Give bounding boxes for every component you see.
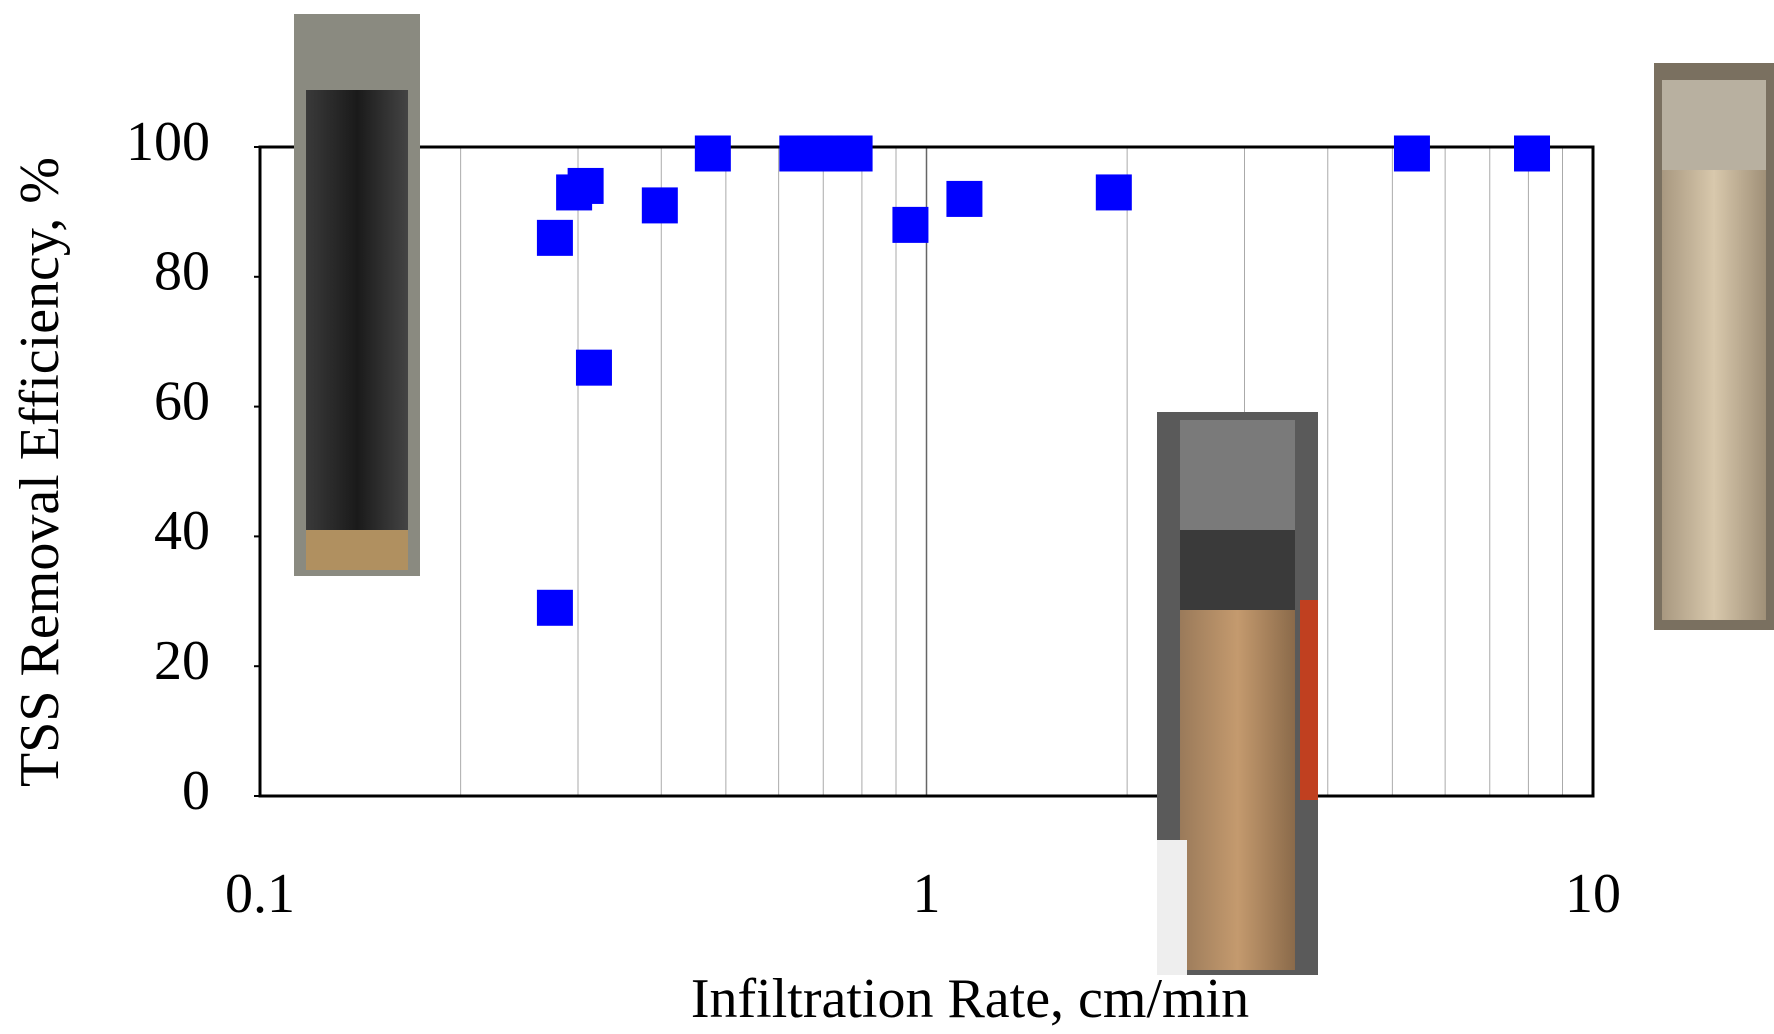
- y-axis-title: TSS Removal Efficiency, %: [9, 157, 71, 787]
- y-tick-label: 100: [126, 111, 210, 173]
- data-point: [641, 187, 678, 224]
- data-point: [1514, 135, 1551, 172]
- y-tick-label: 0: [182, 760, 210, 822]
- x-tick-label: 1: [913, 863, 941, 925]
- photo-column-2: [1157, 412, 1318, 975]
- x-tick-label: 0.1: [225, 863, 295, 925]
- data-point: [567, 167, 604, 204]
- photo-column-3: [1654, 63, 1774, 630]
- plot-frame: [258, 145, 1595, 798]
- data-point: [836, 135, 873, 172]
- y-tick-label: 40: [154, 500, 210, 562]
- data-point: [892, 206, 929, 243]
- x-tick-label: 10: [1565, 863, 1621, 925]
- data-point: [946, 180, 983, 217]
- y-tick-label: 80: [154, 241, 210, 303]
- data-point: [1393, 135, 1430, 172]
- photo-column-1: [294, 14, 420, 576]
- data-point: [694, 135, 731, 172]
- y-tick-label: 60: [154, 370, 210, 432]
- data-point: [536, 219, 573, 256]
- data-point: [1095, 174, 1132, 211]
- y-tick-label: 20: [154, 630, 210, 692]
- data-point: [575, 349, 612, 386]
- x-axis-title: Infiltration Rate, cm/min: [691, 968, 1249, 1030]
- data-point: [536, 589, 573, 626]
